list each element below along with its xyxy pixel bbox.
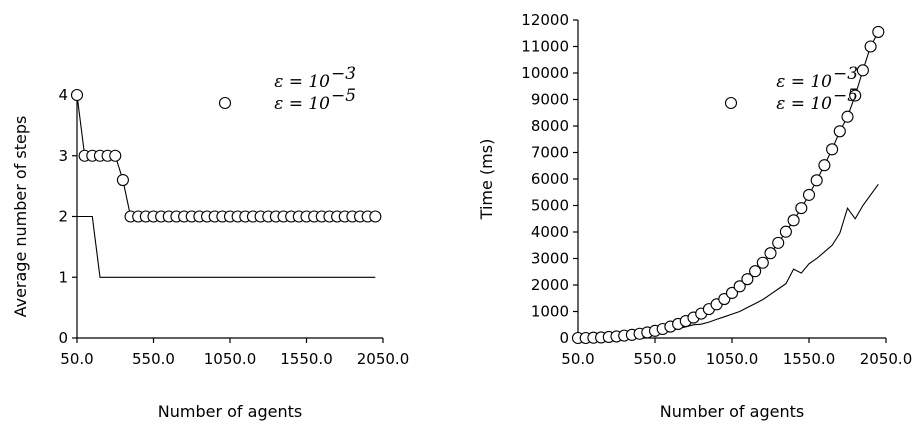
time-series-2-point [864,40,877,53]
time-legend-marker-2 [724,96,738,110]
time-x-tick-label: 50.0 [561,350,594,368]
time-y-tick-label: 1000 [531,303,569,321]
time-x-tick-label: 1550.0 [783,350,836,368]
time-series-2-point [810,174,823,187]
steps-y-tick-label: 1 [58,268,68,286]
steps-legend-exponent-2: −5 [331,86,356,106]
time-y-tick-label: 0 [559,329,569,347]
time-y-tick-label: 7000 [531,144,569,162]
time-series-2-point [749,265,762,278]
steps-x-tick-label: 1550.0 [280,350,333,368]
time-y-tick-label: 2000 [531,276,569,294]
time-series-2-point [779,225,792,238]
time-y-tick-label: 11000 [521,38,569,56]
steps-y-tick-label: 4 [58,86,68,104]
steps-x-tick-label: 50.0 [60,350,93,368]
time-y-tick-label: 4000 [531,223,569,241]
time-series-2-point [756,256,769,269]
time-x-axis-label: Number of agents [660,402,804,421]
time-series-2-point [795,202,808,215]
steps-y-tick-label: 3 [58,147,68,165]
time-legend-entry-2: ε = 10 [776,94,832,114]
steps-series-2-point [109,149,122,162]
steps-x-tick-label: 2050.0 [357,350,410,368]
steps-y-tick-label: 2 [58,208,68,226]
time-series-2-point [772,236,785,249]
time-x-tick-label: 2050.0 [860,350,913,368]
steps-legend-entry-2: ε = 10 [274,94,330,114]
time-series-2-point [733,280,746,293]
time-y-tick-label: 12000 [521,11,569,29]
time-series-2-point [856,64,869,77]
steps-legend-exponent-1: −3 [331,64,356,84]
steps-series-2-point [116,174,129,187]
time-series-2-point [764,247,777,260]
time-y-tick-label: 3000 [531,250,569,268]
time-series-2-point [849,89,862,102]
time-x-tick-label: 1050.0 [706,350,759,368]
time-series-2-point [841,110,854,123]
time-series-2-point [833,125,846,138]
time-y-tick-label: 8000 [531,117,569,135]
steps-x-tick-label: 1050.0 [204,350,257,368]
steps-series-2-point [70,88,84,102]
steps-legend-entry-1: ε = 10 [274,72,330,92]
time-y-tick-label: 10000 [521,64,569,82]
steps-series-1-line [77,215,376,278]
steps-x-tick-label: 550.0 [132,350,175,368]
time-y-tick-label: 5000 [531,197,569,215]
time-x-tick-label: 550.0 [634,350,677,368]
time-series-2-point [826,143,839,156]
steps-legend-marker-2 [218,96,232,110]
steps-y-axis-label: Average number of steps [11,116,30,318]
steps-series-2-line [76,94,376,218]
time-series-2-point [818,159,831,172]
time-legend-exponent-1: −3 [833,64,858,84]
time-legend-exponent-2: −5 [833,86,858,106]
time-y-tick-label: 6000 [531,170,569,188]
time-y-tick-label: 9000 [531,91,569,109]
steps-y-tick-label: 0 [58,329,68,347]
time-legend-entry-1: ε = 10 [776,72,832,92]
time-series-2-point [741,273,754,286]
steps-series-2-point [369,210,382,223]
time-series-2-point [802,188,816,201]
time-series-2-point [872,25,885,38]
steps-chart: 0 1 2 3 4 50.0 550.0 1050.0 1550.0 2050.0 Number o… [11,64,409,421]
time-series-1-line [578,183,879,339]
time-series-2-point [787,214,800,227]
time-chart: 0 1000 2000 3000 4000 5000 6000 7000 8000 9000 100… [477,11,912,421]
time-y-axis-label: Time (ms) [477,139,496,221]
time-series-2-point [725,286,739,300]
steps-x-axis-label: Number of agents [158,402,302,421]
